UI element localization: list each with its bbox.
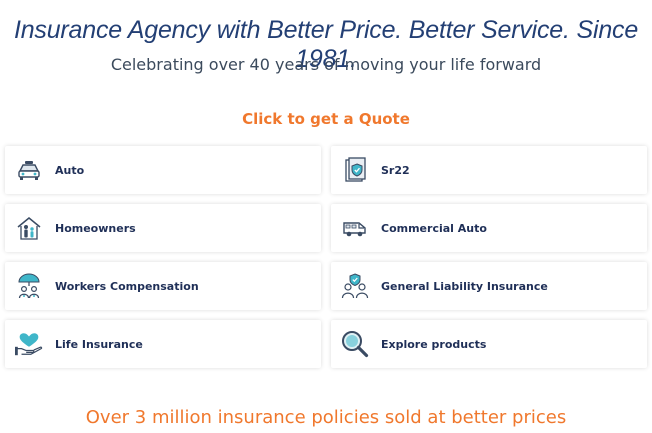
product-label: Explore products <box>381 337 487 351</box>
product-label: Life Insurance <box>55 337 143 351</box>
product-card-general-liability[interactable]: General Liability Insurance <box>331 262 647 310</box>
product-card-commercial-auto[interactable]: Commercial Auto <box>331 204 647 252</box>
people-shield-icon <box>341 272 369 300</box>
get-quote-link[interactable]: Click to get a Quote <box>242 110 410 128</box>
footer-tagline: Over 3 million insurance policies sold a… <box>85 407 567 428</box>
product-label: Commercial Auto <box>381 221 487 235</box>
product-card-explore[interactable]: Explore products <box>331 320 647 368</box>
product-label: Sr22 <box>381 163 410 177</box>
page-title: Insurance Agency with Better Price. Bett… <box>13 16 639 73</box>
car-icon <box>15 156 43 184</box>
product-card-life-insurance[interactable]: Life Insurance <box>5 320 321 368</box>
product-card-sr22[interactable]: Sr22 <box>331 146 647 194</box>
product-label: Workers Compensation <box>55 279 199 293</box>
product-label: Homeowners <box>55 221 136 235</box>
document-shield-icon <box>341 156 369 184</box>
house-family-icon <box>15 214 43 242</box>
umbrella-workers-icon <box>15 272 43 300</box>
product-label: General Liability Insurance <box>381 279 548 293</box>
product-card-workers-compensation[interactable]: Workers Compensation <box>5 262 321 310</box>
page-subtitle: Celebrating over 40 years of moving your… <box>110 55 542 74</box>
product-label: Auto <box>55 163 85 177</box>
heart-hand-icon <box>15 330 43 358</box>
product-card-homeowners[interactable]: Homeowners <box>5 204 321 252</box>
product-card-auto[interactable]: Auto <box>5 146 321 194</box>
magnifier-icon <box>341 330 369 358</box>
van-icon <box>341 214 369 242</box>
